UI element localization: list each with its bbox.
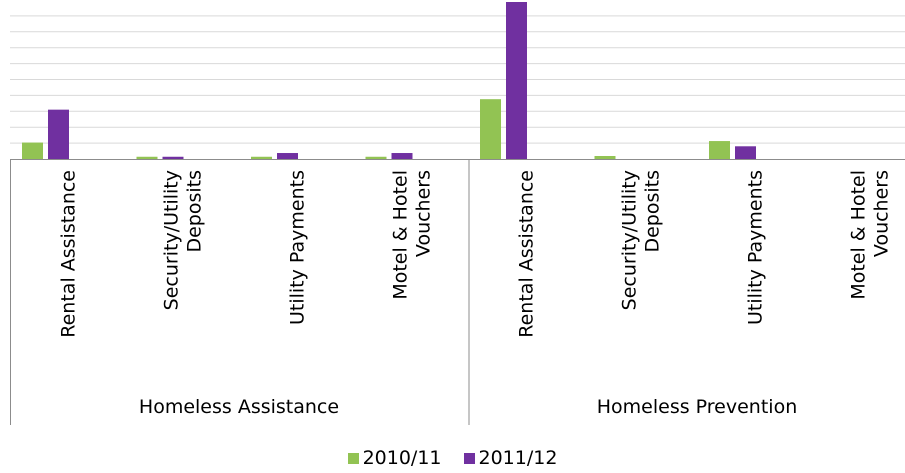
- bar: [506, 2, 527, 159]
- bar: [277, 153, 298, 159]
- group-label: Homeless Assistance: [139, 396, 339, 418]
- category-label: Motel & Hotel: [847, 170, 869, 300]
- legend-label: 2010/11: [362, 447, 442, 469]
- category-label: Vouchers: [412, 170, 434, 257]
- legend-label: 2011/12: [478, 447, 558, 469]
- category-label: Rental Assistance: [515, 170, 537, 338]
- legend-swatch: [347, 452, 359, 464]
- axes: [10, 159, 905, 425]
- bar: [594, 156, 616, 159]
- category-label: Utility Payments: [744, 170, 766, 325]
- bar: [162, 156, 184, 159]
- bar: [365, 156, 387, 159]
- gridlines: [10, 15, 905, 144]
- category-labels: Rental Assistance Security/Utility Deposit…: [57, 170, 892, 338]
- category-label: Rental Assistance: [57, 170, 79, 338]
- bar: [735, 146, 756, 159]
- bar: [391, 153, 413, 159]
- category-label: Deposits: [183, 170, 205, 253]
- category-label: Deposits: [641, 170, 663, 253]
- category-label: Motel & Hotel: [389, 170, 411, 300]
- bar: [709, 141, 730, 159]
- category-label: Security/Utility: [160, 170, 182, 310]
- category-label: Security/Utility: [618, 170, 640, 310]
- legend-swatch: [463, 452, 475, 464]
- bars: [22, 2, 756, 159]
- category-label: Utility Payments: [286, 170, 308, 325]
- legend: 2010/11 2011/12: [0, 446, 905, 470]
- group-labels: Homeless Assistance Homeless Prevention: [139, 396, 797, 418]
- bar: [480, 99, 501, 159]
- bar: [136, 156, 158, 159]
- legend-item-2011-12: 2011/12: [463, 447, 558, 469]
- bar: [48, 109, 69, 159]
- group-label: Homeless Prevention: [597, 396, 798, 418]
- bar: [22, 142, 43, 159]
- bar: [251, 156, 272, 159]
- legend-item-2010-11: 2010/11: [347, 447, 442, 469]
- category-label: Vouchers: [870, 170, 892, 257]
